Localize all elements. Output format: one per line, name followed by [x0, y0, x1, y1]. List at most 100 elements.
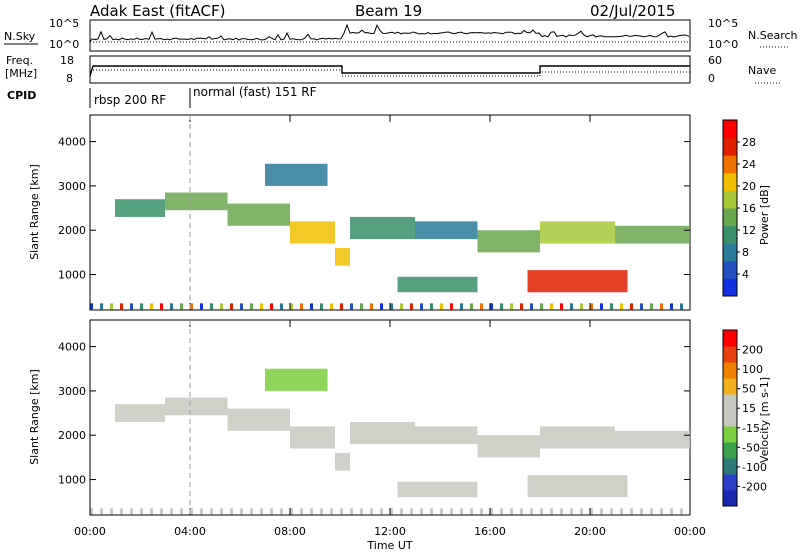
- power-noise-34: [430, 303, 433, 310]
- velocity-region-0: [115, 404, 165, 422]
- velocity-noise-1: [100, 508, 103, 515]
- velocity-noise-27: [360, 508, 363, 515]
- power-noise-48: [570, 303, 573, 310]
- power-yticks: 1000 2000 3000 4000: [58, 136, 690, 282]
- power-region-11: [527, 270, 628, 293]
- power-noise-10: [190, 303, 193, 310]
- power-noise-57: [660, 303, 663, 310]
- velocity-noise-22: [310, 508, 313, 515]
- power-colorbar-label-4: 12: [742, 224, 756, 237]
- velocity-colorbar-swatch-6: [723, 394, 737, 411]
- power-colorbar: 28 24 20 16 12 8 4: [722, 119, 756, 297]
- velocity-colorbar-label-1: 100: [742, 363, 763, 376]
- freq-panel: Freq. [MHz] 18 8 60 0 Nave: [5, 54, 780, 85]
- power-noise-41: [500, 303, 503, 310]
- power-region-2: [227, 203, 290, 226]
- velocity-noise-24: [330, 508, 333, 515]
- nsky-panel: N.Sky 10^5 10^0 10^5 10^0 N.Search: [4, 17, 798, 52]
- power-region-4: [335, 247, 350, 266]
- velocity-region-8: [540, 426, 615, 449]
- velocity-noise-53: [620, 508, 623, 515]
- x-tick-label-0: 00:00: [74, 525, 106, 538]
- power-colorbar-label-5: 8: [742, 246, 749, 259]
- velocity-ytick-label-1: 2000: [58, 429, 86, 442]
- velocity-noise-0: [90, 508, 93, 515]
- power-noise-53: [620, 303, 623, 310]
- velocity-colorbar-swatch-1: [723, 474, 737, 491]
- velocity-noise-36: [450, 508, 453, 515]
- velocity-noise-6: [150, 508, 153, 515]
- velocity-region-7: [477, 435, 540, 458]
- x-tick-label-5: 20:00: [574, 525, 606, 538]
- nave-tick-high: 60: [708, 54, 722, 67]
- velocity-colorbar-swatch-2: [723, 458, 737, 475]
- velocity-noise-47: [560, 508, 563, 515]
- velocity-noise-38: [470, 508, 473, 515]
- velocity-noise-30: [390, 508, 393, 515]
- velocity-noise-5: [140, 508, 143, 515]
- nsky-label: N.Sky: [4, 30, 36, 43]
- power-region-12: [265, 163, 328, 186]
- nsearch-label: N.Search: [748, 29, 798, 42]
- cpid-label: CPID: [7, 89, 36, 102]
- velocity-colorbar-label-5: -50: [742, 441, 760, 454]
- velocity-colorbar-swatch-10: [723, 330, 737, 347]
- velocity-noise-11: [200, 508, 203, 515]
- power-noise-36: [450, 303, 453, 310]
- power-ytick-label-1: 2000: [58, 224, 86, 237]
- power-noise-49: [580, 303, 583, 310]
- power-noise-12: [210, 303, 213, 310]
- velocity-colorbar-swatch-8: [723, 362, 737, 379]
- power-ylabel: Slant Range [km]: [28, 164, 41, 260]
- velocity-noise-41: [500, 508, 503, 515]
- velocity-noise-18: [270, 508, 273, 515]
- power-region-7: [477, 230, 540, 253]
- power-noise-56: [650, 303, 653, 310]
- velocity-noise-16: [250, 508, 253, 515]
- velocity-region-5: [350, 421, 415, 445]
- velocity-region-4: [335, 452, 350, 471]
- velocity-ylabel: Slant Range [km]: [28, 369, 41, 465]
- power-noise-24: [330, 303, 333, 310]
- nsky-tick-high: 10^5: [49, 17, 79, 30]
- velocity-colorbar-swatch-7: [723, 378, 737, 395]
- velocity-noise-34: [430, 508, 433, 515]
- power-noise-2: [110, 303, 113, 310]
- freq-frame: [89, 55, 691, 84]
- power-noise-35: [440, 303, 443, 310]
- velocity-noise-59: [680, 508, 683, 515]
- velocity-noise-12: [210, 508, 213, 515]
- velocity-noise-33: [420, 508, 423, 515]
- power-noise-11: [200, 303, 203, 310]
- x-tick-label-6: 00:00: [674, 525, 706, 538]
- power-noise-31: [400, 303, 403, 310]
- power-colorbar-swatch-9: [723, 120, 737, 139]
- power-colorbar-label-1: 24: [742, 158, 756, 171]
- power-noise-44: [530, 303, 533, 310]
- power-colorbar-swatch-4: [723, 208, 737, 227]
- velocity-noise-31: [400, 508, 403, 515]
- velocity-noise-48: [570, 508, 573, 515]
- power-region-10: [397, 276, 478, 293]
- velocity-colorbar-label-4: -15: [742, 422, 760, 435]
- velocity-noise-14: [230, 508, 233, 515]
- power-region-1: [165, 192, 228, 211]
- power-noise-58: [670, 303, 673, 310]
- freq-tick-low: 8: [66, 72, 73, 85]
- velocity-region-1: [165, 397, 228, 416]
- power-noise-28: [370, 303, 373, 310]
- nave-line: [93, 69, 690, 77]
- power-noise-54: [630, 303, 633, 310]
- power-noise-1: [100, 303, 103, 310]
- freq-tick-high: 18: [60, 54, 74, 67]
- nave-tick-low: 0: [708, 72, 715, 85]
- power-noise-26: [350, 303, 353, 310]
- velocity-region-11: [527, 475, 628, 498]
- power-noise-4: [130, 303, 133, 310]
- power-noise-59: [680, 303, 683, 310]
- velocity-region-12: [265, 368, 328, 391]
- power-noise-21: [300, 303, 303, 310]
- velocity-colorbar-label-0: 200: [742, 344, 763, 357]
- power-noise-14: [230, 303, 233, 310]
